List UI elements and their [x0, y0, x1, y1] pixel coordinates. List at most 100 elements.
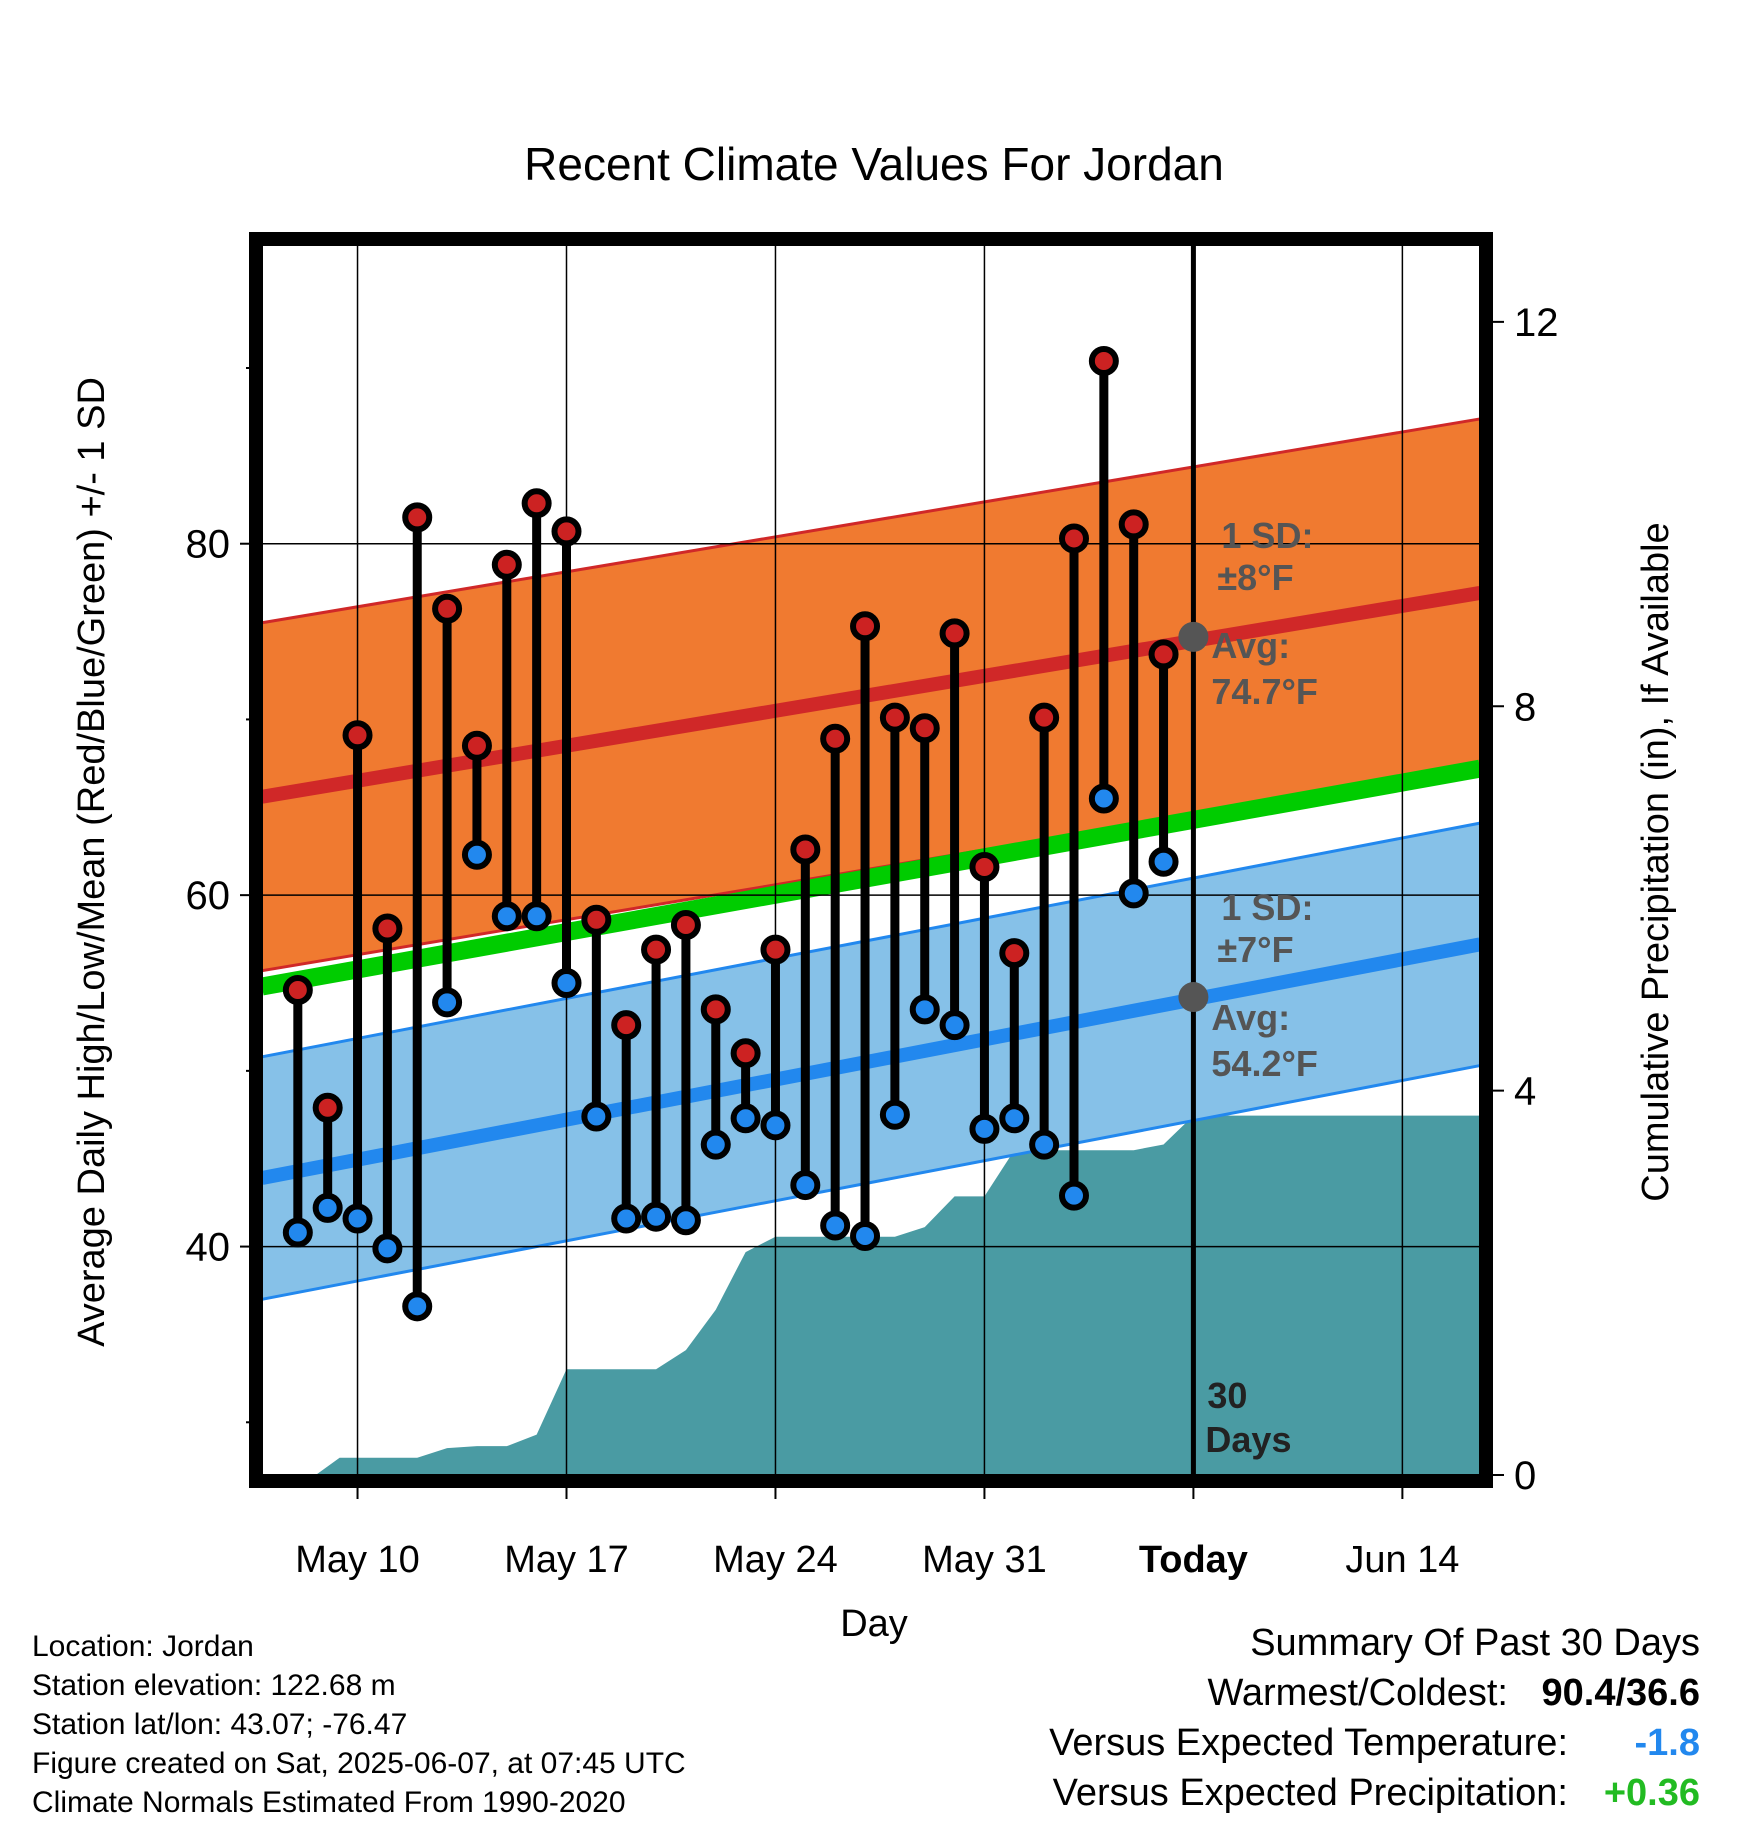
daily-low-point [909, 994, 940, 1025]
daily-low-point [879, 1099, 910, 1130]
daily-low-point [342, 1203, 373, 1234]
daily-low-point [551, 968, 582, 998]
daily-high-point [999, 938, 1030, 969]
daily-high-point [969, 852, 1000, 883]
daily-high-point [461, 730, 492, 761]
high-avg-value: 74.7°F [1211, 671, 1317, 712]
daily-high-point [1059, 523, 1089, 554]
daily-low-point [372, 1233, 403, 1264]
daily-high-point [1029, 702, 1060, 733]
days-count-label: 30 [1207, 1375, 1247, 1416]
daily-high-point [581, 904, 612, 935]
low-band-lower-edge [261, 1064, 1481, 1301]
daily-high-point [402, 502, 433, 533]
meta-latlon: Station lat/lon: 43.07; -76.47 [32, 1708, 408, 1741]
summary-warmest-value: 90.4/36.6 [1541, 1672, 1700, 1714]
meta-location: Location: Jordan [32, 1630, 254, 1663]
daily-low-point [969, 1113, 1000, 1144]
low-sd-label: 1 SD: [1221, 887, 1313, 928]
high-avg-label: Avg: [1211, 625, 1290, 666]
daily-high-point [670, 910, 701, 941]
daily-high-point [820, 723, 851, 754]
x-tick-label: Today [1139, 1539, 1248, 1581]
daily-high-point [909, 713, 940, 744]
daily-low-point [760, 1110, 791, 1141]
high-avg-marker [1178, 621, 1209, 652]
daily-high-point [611, 1010, 642, 1041]
daily-low-point [432, 987, 463, 1018]
daily-low-point [1059, 1180, 1089, 1211]
high-sd-value: ±8°F [1217, 557, 1293, 598]
daily-low-point [1148, 846, 1179, 877]
daily-low-point [312, 1192, 343, 1223]
y-left-tick-label: 40 [186, 1226, 231, 1270]
daily-high-point [432, 593, 463, 624]
y-right-tick-label: 0 [1514, 1454, 1536, 1498]
low-sd-value: ±7°F [1217, 929, 1293, 970]
summary-warmest-label: Warmest/Coldest: [1207, 1672, 1508, 1714]
meta-elevation: Station elevation: 122.68 m [32, 1669, 396, 1702]
daily-high-point [641, 934, 672, 965]
daily-high-point [939, 618, 970, 649]
daily-high-point [850, 611, 881, 642]
summary-title: Summary Of Past 30 Days [1250, 1622, 1700, 1664]
daily-low-point [820, 1210, 851, 1241]
daily-low-point [790, 1170, 821, 1201]
daily-low-point [670, 1205, 701, 1236]
daily-low-point [850, 1221, 881, 1252]
daily-low-point [1118, 878, 1149, 909]
low-avg-marker [1178, 982, 1209, 1013]
daily-low-point [730, 1103, 761, 1134]
daily-low-point [700, 1129, 731, 1160]
y-left-tick-label: 60 [186, 874, 231, 918]
meta-normals: Climate Normals Estimated From 1990-2020 [32, 1786, 626, 1819]
x-tick-label: May 17 [504, 1539, 629, 1581]
daily-low-point [521, 901, 552, 932]
daily-high-point [760, 934, 791, 965]
daily-low-point [999, 1103, 1030, 1134]
daily-high-point [700, 994, 731, 1025]
y-left-tick-label: 80 [186, 523, 231, 567]
low-avg-label: Avg: [1211, 997, 1290, 1038]
summary-temp-label: Versus Expected Temperature: [1049, 1722, 1568, 1764]
plot-frame [249, 232, 1493, 1488]
daily-high-point [879, 702, 910, 733]
daily-low-point [641, 1201, 672, 1232]
daily-high-point [551, 516, 582, 547]
daily-high-point [342, 720, 373, 751]
daily-high-point [1118, 509, 1149, 540]
daily-high-point [312, 1092, 343, 1123]
daily-high-point [1088, 345, 1119, 376]
daily-high-point [790, 834, 821, 865]
high-band-upper-edge [261, 417, 1481, 625]
x-tick-label: May 24 [713, 1539, 838, 1581]
low-mean-line [260, 937, 1482, 1185]
x-tick-label: Jun 14 [1345, 1539, 1459, 1581]
y-right-tick-label: 8 [1514, 685, 1536, 729]
summary-precip-value: +0.36 [1603, 1772, 1700, 1814]
chart-title: Recent Climate Values For Jordan [524, 138, 1224, 190]
precipitation-area [297, 1115, 1481, 1475]
daily-high-point [1148, 639, 1179, 670]
low-band-upper-edge [261, 821, 1481, 1059]
daily-low-point [581, 1101, 612, 1132]
y-axis-right-label: Cumulative Precipitation (in), If Availa… [1635, 522, 1677, 1201]
daily-low-point [1088, 783, 1119, 814]
daily-high-point [372, 913, 403, 944]
x-tick-label: May 31 [922, 1539, 1047, 1581]
high-mean-line [260, 586, 1482, 804]
daily-high-point [521, 488, 552, 519]
low-avg-value: 54.2°F [1211, 1043, 1317, 1084]
daily-high-point [730, 1038, 761, 1069]
daily-high-point [491, 549, 522, 580]
daily-low-point [461, 839, 492, 870]
x-axis-label: Day [840, 1603, 908, 1645]
daily-low-point [611, 1203, 642, 1234]
daily-low-point [282, 1217, 313, 1248]
daily-low-point [939, 1010, 970, 1041]
days-unit-label: Days [1205, 1419, 1291, 1460]
x-tick-label: May 10 [295, 1539, 420, 1581]
summary-temp-value: -1.8 [1634, 1722, 1700, 1764]
y-axis-left-label: Average Daily High/Low/Mean (Red/Blue/Gr… [71, 377, 113, 1347]
